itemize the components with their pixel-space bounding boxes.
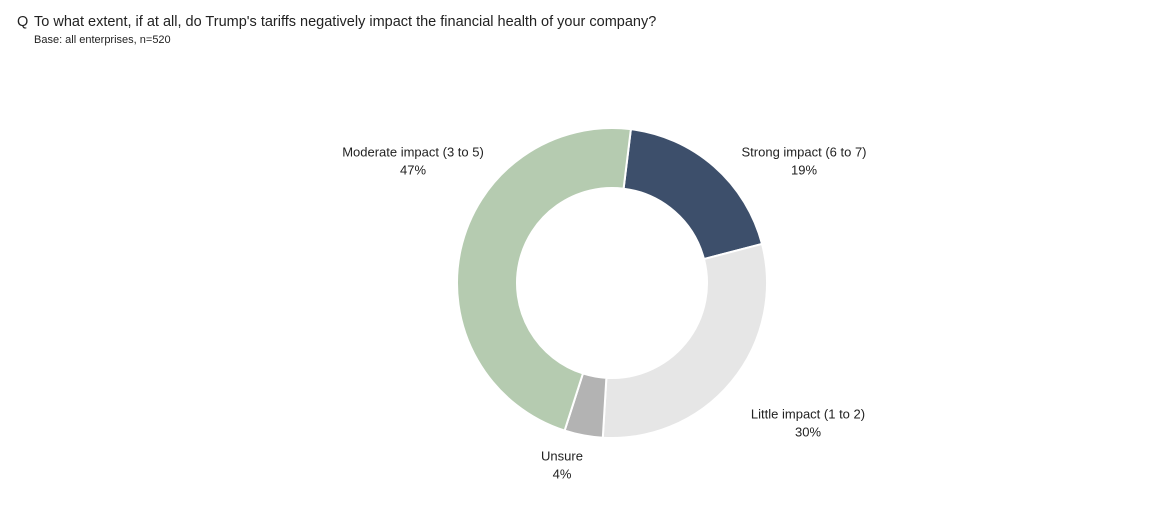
donut-segment [456, 127, 633, 432]
segment-label: Strong impact (6 to 7) [742, 144, 867, 159]
segment-label: Little impact (1 to 2) [751, 406, 865, 421]
chart-title: To what extent, if at all, do Trump's ta… [34, 14, 656, 30]
donut-segment [601, 242, 768, 439]
segment-label: Unsure [541, 448, 583, 463]
segment-value-label: 4% [553, 466, 572, 481]
segment-value-label: 19% [791, 162, 817, 177]
segment-label: Moderate impact (3 to 5) [342, 144, 484, 159]
segment-value-label: 30% [795, 424, 821, 439]
segment-value-label: 47% [400, 162, 426, 177]
chart-subtitle: Base: all enterprises, n=520 [34, 34, 171, 46]
title-marker: Q [17, 14, 28, 30]
